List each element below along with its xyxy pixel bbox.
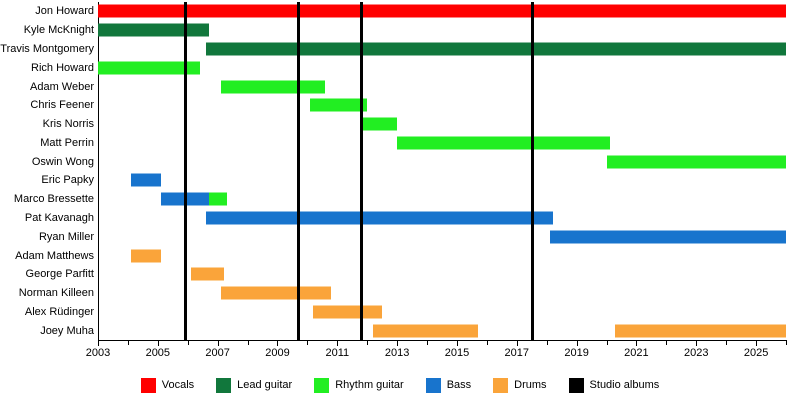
x-axis-tick [217, 340, 219, 346]
timeline-bar[interactable] [373, 324, 478, 338]
member-label: George Parfitt [25, 268, 94, 281]
timeline-bar[interactable] [98, 61, 200, 75]
x-axis-tick [98, 340, 99, 346]
legend-item[interactable]: Studio albums [568, 377, 660, 393]
member-label: Joey Muha [40, 324, 94, 337]
legend-item[interactable]: Drums [493, 377, 547, 393]
member-label: Pat Kavanagh [24, 211, 94, 224]
y-axis-line [98, 2, 99, 340]
studio-album-marker [530, 2, 534, 340]
x-axis-tick-label: 2011 [325, 347, 350, 359]
timeline-bar[interactable] [130, 173, 161, 187]
x-axis-tick [756, 340, 758, 346]
legend-swatch [425, 377, 441, 393]
x-axis-tick-label: 2009 [265, 347, 290, 359]
legend-item[interactable]: Rhythm guitar [314, 377, 404, 393]
legend-item[interactable]: Vocals [140, 377, 195, 393]
legend-swatch [314, 377, 330, 393]
legend-swatch [216, 377, 232, 393]
timeline-bar[interactable] [220, 80, 326, 93]
x-axis-tick [456, 340, 458, 346]
timeline-bar[interactable] [190, 267, 224, 281]
timeline-bar[interactable] [361, 117, 398, 131]
x-axis-minor-tick [546, 340, 548, 345]
chart-legend: Vocals Lead guitar Rhythm guitar Bass Drums S… [0, 372, 800, 398]
x-axis-tick-label: 2007 [205, 347, 230, 359]
timeline-bar[interactable] [98, 4, 786, 18]
x-axis-tick-label: 2013 [384, 347, 410, 359]
timeline-bar[interactable] [606, 155, 786, 169]
member-label: Norman Killeen [18, 287, 94, 300]
member-label: Marco Bressette [13, 193, 94, 206]
member-label: Adam Weber [30, 80, 94, 93]
x-axis-tick [576, 340, 578, 346]
member-label: Oswin Wong [31, 155, 94, 168]
x-axis-minor-tick [187, 340, 189, 345]
member-label: Eric Papky [41, 174, 94, 187]
x-axis-tick-label: 2025 [743, 347, 769, 359]
timeline-bar[interactable] [549, 230, 786, 244]
x-axis-tick [696, 340, 698, 346]
timeline-bar[interactable] [310, 98, 368, 112]
timeline-bar[interactable] [313, 305, 383, 319]
legend-swatch [140, 377, 156, 393]
legend-label: Bass [446, 379, 472, 391]
legend-label: Drums [514, 379, 547, 391]
member-label: Travis Montgomery [0, 42, 94, 55]
member-label: Alex Rüdinger [24, 305, 94, 318]
studio-album-marker [360, 2, 364, 340]
member-label: Chris Feener [30, 99, 94, 112]
x-axis-tick [157, 340, 159, 346]
x-axis-minor-tick [127, 340, 129, 345]
x-axis-minor-tick [786, 340, 787, 345]
member-label: Jon Howard [35, 5, 94, 18]
x-axis-minor-tick [367, 340, 369, 345]
legend-swatch [493, 377, 509, 393]
timeline-bar[interactable] [205, 42, 786, 56]
timeline-bar[interactable] [98, 23, 209, 37]
studio-album-marker [297, 2, 301, 340]
legend-swatch [568, 377, 584, 393]
x-axis-tick-label: 2005 [145, 347, 171, 359]
x-axis-tick-label: 2021 [624, 347, 649, 359]
x-axis-minor-tick [307, 340, 309, 345]
legend-label: Rhythm guitar [335, 379, 404, 391]
x-axis-tick-label: 2017 [504, 347, 530, 359]
x-axis-minor-tick [427, 340, 429, 345]
member-label: Kyle McKnight [23, 24, 94, 37]
x-axis-minor-tick [726, 340, 728, 345]
legend-item[interactable]: Lead guitar [216, 377, 293, 393]
legend-label: Studio albums [589, 379, 660, 391]
x-axis-tick-label: 2019 [564, 347, 589, 359]
timeline-bar[interactable] [397, 136, 610, 150]
member-label: Adam Matthews [15, 249, 94, 262]
legend-label: Lead guitar [237, 379, 293, 391]
studio-album-marker [183, 2, 187, 340]
x-axis-line [98, 340, 786, 341]
member-label: Rich Howard [31, 61, 94, 74]
timeline-bar[interactable] [220, 286, 332, 300]
x-axis-tick [277, 340, 279, 346]
x-axis-tick-label: 2023 [684, 347, 709, 359]
legend-item[interactable]: Bass [425, 377, 472, 393]
member-label: Ryan Miller [38, 230, 94, 243]
timeline-bar[interactable] [205, 211, 553, 225]
timeline-bar[interactable] [615, 324, 786, 338]
member-label: Kris Norris [42, 118, 94, 131]
x-axis-minor-tick [666, 340, 668, 345]
legend-label: Vocals [161, 379, 195, 391]
member-label: Matt Perrin [40, 136, 94, 149]
x-axis-tick-label: 2015 [444, 347, 470, 359]
timeline-bar[interactable] [208, 192, 227, 206]
x-axis-minor-tick [606, 340, 608, 345]
x-axis-tick [516, 340, 518, 346]
x-axis-tick [397, 340, 399, 346]
timeline-bar[interactable] [130, 249, 161, 262]
x-axis-tick-label: 2003 [85, 347, 111, 359]
x-axis-tick [337, 340, 339, 346]
x-axis-tick [636, 340, 638, 346]
x-axis-minor-tick [247, 340, 249, 345]
x-axis-minor-tick [486, 340, 488, 345]
